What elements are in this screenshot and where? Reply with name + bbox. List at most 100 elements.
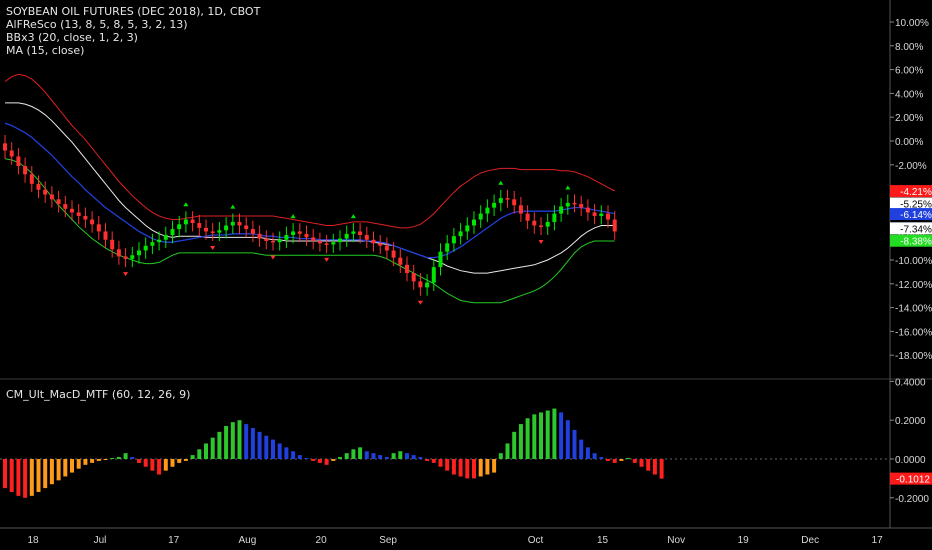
candle-body bbox=[63, 204, 68, 209]
legend-macd[interactable]: CM_Ult_MacD_MTF (60, 12, 26, 9) bbox=[6, 388, 191, 401]
candle-body bbox=[183, 219, 188, 225]
fractal-down-marker bbox=[538, 240, 544, 245]
price-tick-label: 2.00% bbox=[895, 113, 923, 124]
macd-bar bbox=[204, 443, 208, 459]
candle-body bbox=[157, 239, 162, 243]
macd-bar bbox=[351, 449, 356, 459]
candle-body bbox=[559, 206, 564, 214]
candle-body bbox=[284, 235, 289, 240]
symbol-title: SOYBEAN OIL FUTURES (DEC 2018), 1D, CBOT bbox=[6, 5, 261, 18]
price-label-text: -6.14% bbox=[900, 210, 932, 221]
time-tick-label: Sep bbox=[379, 535, 397, 546]
candle-body bbox=[297, 231, 302, 234]
price-tick-label: -16.00% bbox=[895, 327, 932, 338]
macd-bar bbox=[304, 458, 309, 460]
candle-body bbox=[76, 212, 81, 216]
macd-bar bbox=[431, 459, 436, 463]
candle-body bbox=[364, 235, 369, 240]
price-tick-label: 10.00% bbox=[895, 18, 929, 29]
candle-body bbox=[224, 225, 229, 231]
candle-body bbox=[43, 189, 48, 195]
macd-bar bbox=[632, 459, 637, 463]
candle-body bbox=[217, 230, 222, 233]
legend-ma[interactable]: MA (15, close) bbox=[6, 44, 85, 57]
candle-body bbox=[599, 213, 604, 216]
macd-bar bbox=[438, 459, 443, 467]
price-label-text: -5.25% bbox=[900, 199, 932, 210]
macd-bar bbox=[63, 459, 68, 477]
macd-bar bbox=[23, 459, 28, 498]
fractal-up-marker bbox=[498, 180, 504, 185]
candle-body bbox=[572, 202, 577, 205]
macd-bar bbox=[391, 453, 396, 459]
fractal-down-marker bbox=[123, 272, 129, 277]
price-tick-label: -14.00% bbox=[895, 304, 932, 315]
candle-body bbox=[56, 199, 61, 205]
macd-bar bbox=[56, 459, 61, 481]
candle-body bbox=[237, 221, 242, 226]
time-tick-label: 17 bbox=[872, 535, 884, 546]
macd-bar bbox=[271, 439, 275, 459]
legend-alfresco[interactable]: AlFReSco (13, 8, 5, 8, 5, 3, 2, 13) bbox=[6, 18, 188, 31]
candle-body bbox=[49, 194, 54, 200]
candle-body bbox=[170, 229, 175, 236]
price-tick-label: -12.00% bbox=[895, 280, 932, 291]
macd-tick-label: 0.4000 bbox=[895, 377, 926, 388]
macd-bar bbox=[150, 459, 155, 471]
price-label-box bbox=[890, 197, 932, 210]
candle-body bbox=[70, 208, 74, 213]
candle-body bbox=[311, 237, 316, 241]
macd-bar bbox=[70, 459, 74, 473]
candle-body bbox=[411, 273, 416, 282]
macd-bar bbox=[344, 453, 349, 459]
candle-body bbox=[592, 212, 597, 216]
macd-bar bbox=[16, 459, 21, 496]
candle-body bbox=[250, 229, 255, 234]
bb-middle-line bbox=[5, 102, 615, 274]
candle-body bbox=[371, 239, 376, 244]
fractal-up-marker bbox=[290, 214, 296, 219]
macd-value-text: -0.1012 bbox=[896, 475, 930, 486]
candle-body bbox=[391, 250, 396, 258]
macd-bar bbox=[297, 455, 302, 459]
time-tick-label: 20 bbox=[316, 535, 328, 546]
macd-bar bbox=[545, 410, 550, 459]
macd-bar bbox=[9, 459, 14, 492]
macd-bar bbox=[237, 420, 242, 459]
candle-body bbox=[579, 204, 584, 208]
macd-bar bbox=[559, 412, 564, 459]
fractal-up-marker bbox=[183, 202, 189, 207]
macd-bar bbox=[217, 431, 222, 459]
macd-bar bbox=[646, 459, 651, 471]
candle-body bbox=[431, 267, 436, 283]
candle-body bbox=[565, 202, 570, 207]
time-tick-label: 19 bbox=[738, 535, 750, 546]
macd-bar bbox=[565, 420, 570, 459]
price-tick-label: 8.00% bbox=[895, 42, 923, 53]
macd-bar bbox=[572, 429, 577, 459]
candle-body bbox=[264, 238, 269, 241]
candle-body bbox=[344, 233, 349, 239]
candle-body bbox=[177, 224, 182, 230]
candle-body bbox=[498, 198, 503, 203]
macd-bar bbox=[244, 424, 249, 459]
macd-bar bbox=[606, 459, 610, 461]
legend-bbx3[interactable]: BBx3 (20, close, 1, 2, 3) bbox=[6, 31, 138, 44]
candle-body bbox=[532, 220, 537, 226]
macd-bar bbox=[130, 457, 135, 459]
macd-bar bbox=[76, 459, 81, 469]
macd-bar bbox=[358, 447, 363, 459]
candle-body bbox=[425, 282, 430, 288]
time-tick-label: Nov bbox=[667, 535, 685, 546]
macd-bar bbox=[458, 459, 463, 477]
candle-body bbox=[123, 256, 128, 259]
macd-bar bbox=[525, 418, 530, 459]
candle-body bbox=[458, 231, 463, 237]
macd-bar bbox=[532, 414, 537, 459]
time-tick-label: 17 bbox=[168, 535, 180, 546]
candle-body bbox=[612, 219, 617, 232]
price-tick-label: 4.00% bbox=[895, 89, 923, 100]
macd-bar bbox=[157, 459, 162, 475]
